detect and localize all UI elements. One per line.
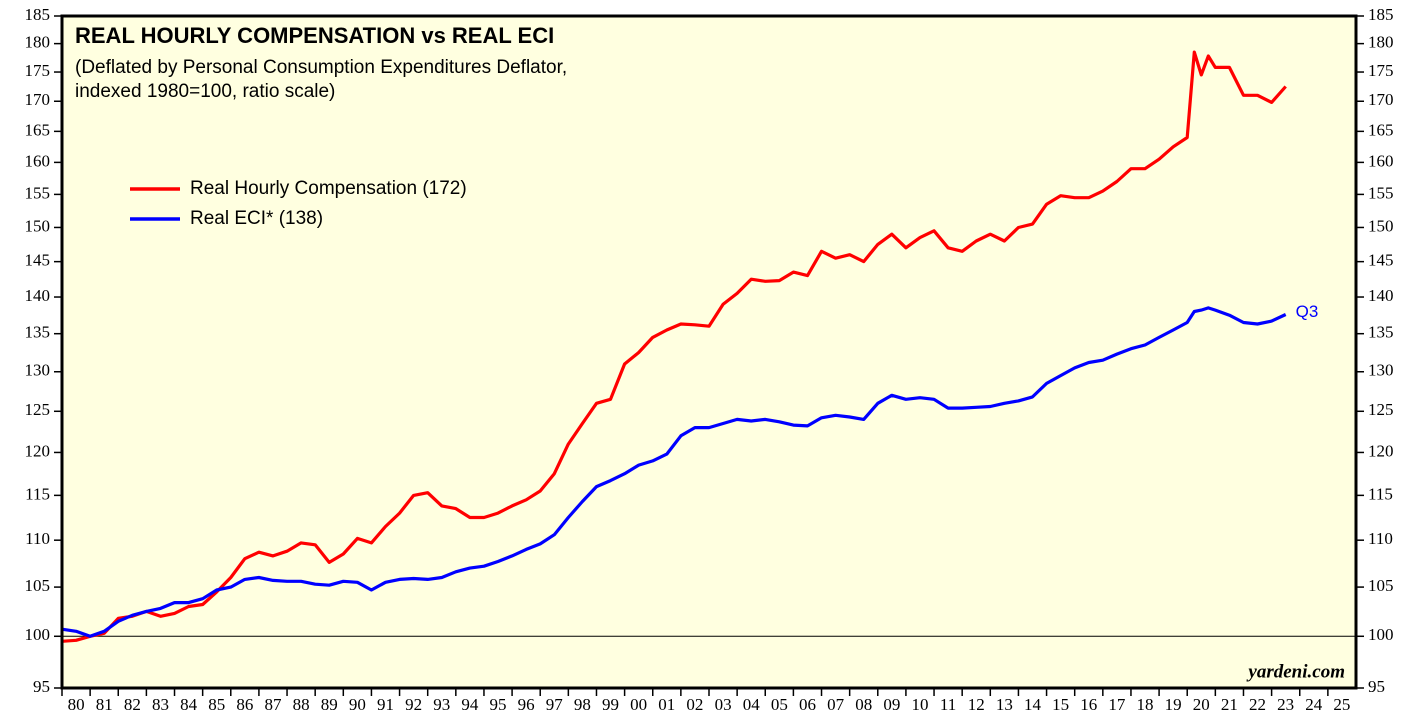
- y-tick-label: 105: [25, 576, 51, 595]
- annotation: Q3: [1296, 302, 1319, 321]
- x-tick-label: 87: [264, 695, 282, 714]
- series-line: [61, 306, 1287, 638]
- x-tick-label: 86: [236, 695, 253, 714]
- y-tick-label: 155: [25, 183, 51, 202]
- x-tick-label: 18: [1137, 695, 1154, 714]
- x-tick-label: 83: [152, 695, 169, 714]
- y-tick-label: 115: [25, 484, 50, 503]
- y-tick-label: 175: [1368, 61, 1394, 80]
- x-tick-label: 91: [377, 695, 394, 714]
- y-tick-label: 185: [1368, 5, 1394, 24]
- y-tick-label: 165: [25, 120, 51, 139]
- x-tick-label: 07: [827, 695, 845, 714]
- y-tick-label: 120: [25, 441, 51, 460]
- y-tick-label: 140: [25, 286, 51, 305]
- x-tick-label: 19: [1165, 695, 1182, 714]
- series-line: [61, 50, 1287, 643]
- y-tick-label: 150: [1368, 216, 1394, 235]
- x-tick-label: 21: [1221, 695, 1238, 714]
- x-tick-label: 84: [180, 695, 198, 714]
- x-tick-label: 90: [349, 695, 366, 714]
- y-tick-label: 95: [1368, 677, 1385, 696]
- x-tick-label: 80: [68, 695, 85, 714]
- y-tick-label: 125: [25, 400, 51, 419]
- x-tick-label: 99: [602, 695, 619, 714]
- x-tick-label: 97: [546, 695, 564, 714]
- y-tick-label: 145: [1368, 251, 1394, 270]
- plot-background: [62, 16, 1356, 688]
- y-tick-label: 100: [1368, 625, 1394, 644]
- x-tick-label: 05: [771, 695, 788, 714]
- x-tick-label: 82: [124, 695, 141, 714]
- x-tick-label: 11: [940, 695, 956, 714]
- y-tick-label: 105: [1368, 576, 1394, 595]
- x-tick-label: 06: [799, 695, 816, 714]
- x-tick-label: 94: [461, 695, 479, 714]
- x-tick-label: 00: [630, 695, 647, 714]
- y-tick-label: 185: [25, 5, 51, 24]
- y-tick-label: 155: [1368, 183, 1394, 202]
- y-tick-label: 175: [25, 61, 51, 80]
- chart-subtitle: indexed 1980=100, ratio scale): [75, 81, 335, 102]
- x-tick-label: 24: [1305, 695, 1323, 714]
- x-tick-label: 03: [715, 695, 732, 714]
- y-tick-label: 130: [25, 361, 51, 380]
- x-tick-label: 95: [490, 695, 507, 714]
- chart-subtitle: (Deflated by Personal Consumption Expend…: [75, 57, 567, 78]
- source: yardeni.com: [1246, 661, 1345, 682]
- x-tick-label: 10: [911, 695, 928, 714]
- y-tick-label: 150: [25, 216, 51, 235]
- y-tick-label: 165: [1368, 120, 1394, 139]
- y-tick-label: 170: [25, 90, 51, 109]
- x-tick-label: 14: [1024, 695, 1042, 714]
- x-tick-label: 85: [208, 695, 225, 714]
- x-tick-label: 93: [433, 695, 450, 714]
- y-tick-label: 180: [1368, 33, 1394, 52]
- x-tick-label: 02: [686, 695, 703, 714]
- x-tick-label: 88: [293, 695, 310, 714]
- x-tick-label: 15: [1052, 695, 1069, 714]
- y-tick-label: 115: [1368, 484, 1393, 503]
- x-tick-label: 08: [855, 695, 872, 714]
- x-tick-label: 20: [1193, 695, 1210, 714]
- x-tick-label: 81: [96, 695, 113, 714]
- y-tick-label: 120: [1368, 441, 1394, 460]
- y-tick-label: 180: [25, 33, 51, 52]
- x-tick-label: 16: [1080, 695, 1097, 714]
- x-tick-label: 01: [658, 695, 675, 714]
- x-tick-label: 04: [743, 695, 761, 714]
- y-tick-label: 130: [1368, 361, 1394, 380]
- chart-title: REAL HOURLY COMPENSATION vs REAL ECI: [75, 23, 554, 48]
- x-tick-label: 13: [996, 695, 1013, 714]
- x-tick-label: 89: [321, 695, 338, 714]
- plot-border: [60, 14, 1358, 690]
- y-tick-label: 135: [25, 323, 51, 342]
- y-tick-label: 135: [1368, 323, 1394, 342]
- y-tick-label: 110: [25, 529, 50, 548]
- legend-label: Real ECI* (138): [190, 208, 323, 229]
- x-tick-label: 25: [1333, 695, 1350, 714]
- y-tick-label: 110: [1368, 529, 1393, 548]
- x-tick-label: 96: [518, 695, 535, 714]
- x-tick-label: 92: [405, 695, 422, 714]
- y-tick-label: 160: [25, 151, 51, 170]
- x-tick-label: 17: [1108, 695, 1126, 714]
- y-tick-label: 125: [1368, 400, 1394, 419]
- x-tick-label: 09: [883, 695, 900, 714]
- x-tick-label: 22: [1249, 695, 1266, 714]
- y-tick-label: 170: [1368, 90, 1394, 109]
- x-tick-label: 98: [574, 695, 591, 714]
- y-tick-label: 140: [1368, 286, 1394, 305]
- x-tick-label: 12: [968, 695, 985, 714]
- y-tick-label: 160: [1368, 151, 1394, 170]
- x-tick-label: 23: [1277, 695, 1294, 714]
- y-tick-label: 100: [25, 625, 51, 644]
- y-tick-label: 95: [33, 677, 50, 696]
- y-tick-label: 145: [25, 251, 51, 270]
- legend-label: Real Hourly Compensation (172): [190, 178, 467, 199]
